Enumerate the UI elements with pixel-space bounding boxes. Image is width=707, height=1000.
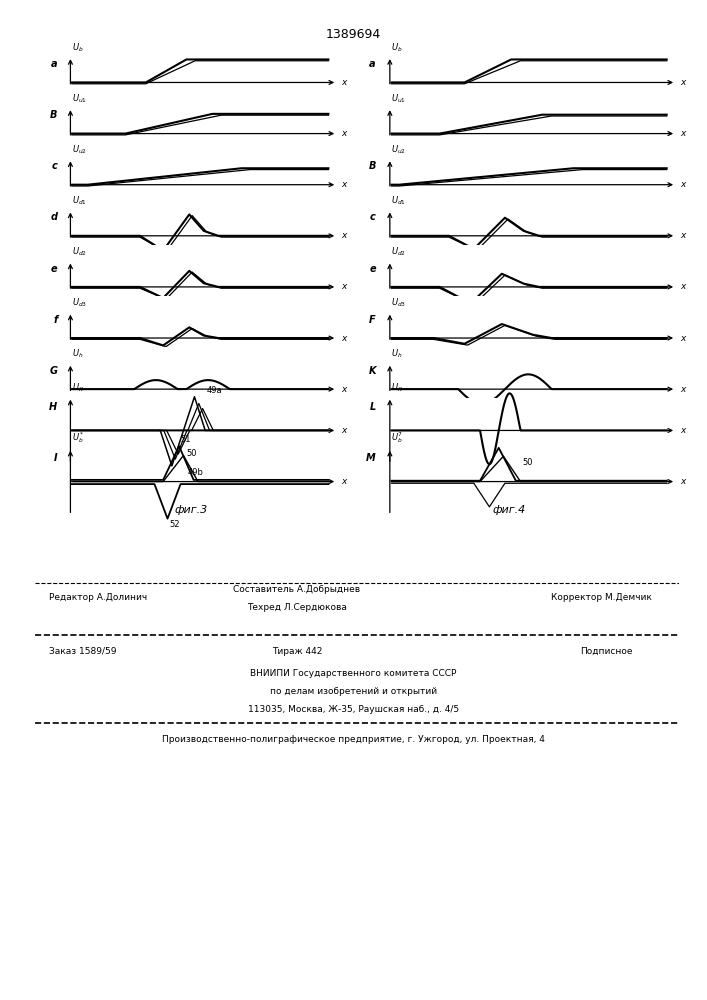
Text: x: x — [341, 477, 347, 486]
Text: x: x — [341, 334, 347, 343]
Text: фиг.4: фиг.4 — [492, 505, 526, 515]
Text: x: x — [341, 78, 347, 87]
Text: B: B — [50, 110, 57, 120]
Text: F: F — [369, 315, 376, 325]
Text: $U_K$: $U_K$ — [72, 382, 84, 394]
Text: $U_b$: $U_b$ — [392, 41, 403, 54]
Text: x: x — [341, 231, 347, 240]
Text: $U_{d1}$: $U_{d1}$ — [392, 195, 407, 207]
Text: $U_{u2}$: $U_{u2}$ — [72, 143, 87, 156]
Text: 52: 52 — [169, 520, 180, 529]
Text: 50: 50 — [522, 458, 532, 467]
Text: c: c — [52, 161, 57, 171]
Text: фиг.3: фиг.3 — [174, 505, 208, 515]
Text: d: d — [50, 212, 57, 222]
Text: x: x — [681, 426, 686, 435]
Text: Производственно-полиграфическое предприятие, г. Ужгород, ул. Проектная, 4: Производственно-полиграфическое предприя… — [162, 735, 545, 744]
Text: Техред Л.Сердюкова: Техред Л.Сердюкова — [247, 603, 347, 612]
Text: Тираж 442: Тираж 442 — [271, 647, 322, 656]
Text: $U_{d2}$: $U_{d2}$ — [72, 246, 87, 258]
Text: x: x — [681, 385, 686, 394]
Text: x: x — [681, 477, 686, 486]
Text: a: a — [51, 59, 57, 69]
Text: по делам изобретений и открытий: по делам изобретений и открытий — [270, 687, 437, 696]
Text: $U_K$: $U_K$ — [392, 382, 404, 394]
Text: Редактор А.Долинич: Редактор А.Долинич — [49, 593, 148, 602]
Text: $U_{d3}$: $U_{d3}$ — [72, 297, 87, 309]
Text: x: x — [341, 180, 347, 189]
Text: a: a — [369, 59, 376, 69]
Text: ВНИИПИ Государственного комитета СССР: ВНИИПИ Государственного комитета СССР — [250, 669, 457, 678]
Text: H: H — [49, 402, 57, 412]
Text: G: G — [49, 366, 57, 376]
Text: 113035, Москва, Ж-35, Раушская наб., д. 4/5: 113035, Москва, Ж-35, Раушская наб., д. … — [248, 705, 459, 714]
Text: Составитель А.Добрыднев: Составитель А.Добрыднев — [233, 585, 361, 594]
Text: 49b: 49b — [188, 468, 204, 477]
Text: $U_{u2}$: $U_{u2}$ — [392, 143, 407, 156]
Text: $U_{d3}$: $U_{d3}$ — [392, 297, 407, 309]
Text: B: B — [368, 161, 376, 171]
Text: f: f — [53, 315, 57, 325]
Text: I: I — [54, 453, 57, 463]
Text: $U_b^*$: $U_b^*$ — [72, 430, 85, 445]
Text: $U_h$: $U_h$ — [72, 348, 83, 360]
Text: $U_b^7$: $U_b^7$ — [392, 430, 404, 445]
Text: $U_{d1}$: $U_{d1}$ — [72, 195, 87, 207]
Text: x: x — [341, 426, 347, 435]
Text: $U_{d2}$: $U_{d2}$ — [392, 246, 407, 258]
Text: 51: 51 — [180, 435, 191, 444]
Text: 1389694: 1389694 — [326, 28, 381, 41]
Text: c: c — [370, 212, 376, 222]
Text: Корректор М.Демчик: Корректор М.Демчик — [551, 593, 651, 602]
Text: Заказ 1589/59: Заказ 1589/59 — [49, 647, 117, 656]
Text: x: x — [681, 78, 686, 87]
Text: $U_b$: $U_b$ — [72, 41, 83, 54]
Text: x: x — [681, 231, 686, 240]
Text: x: x — [341, 282, 347, 291]
Text: x: x — [681, 334, 686, 343]
Text: Подписное: Подписное — [580, 647, 632, 656]
Text: e: e — [369, 264, 376, 274]
Text: $U_{u1}$: $U_{u1}$ — [72, 92, 87, 105]
Text: x: x — [681, 180, 686, 189]
Text: $U_h$: $U_h$ — [392, 348, 403, 360]
Text: L: L — [370, 402, 376, 412]
Text: $U_{u1}$: $U_{u1}$ — [392, 92, 407, 105]
Text: 49a: 49a — [206, 386, 222, 395]
Text: M: M — [366, 453, 376, 463]
Text: x: x — [341, 129, 347, 138]
Text: x: x — [341, 385, 347, 394]
Text: K: K — [368, 366, 376, 376]
Text: x: x — [681, 282, 686, 291]
Text: 50: 50 — [187, 449, 197, 458]
Text: e: e — [51, 264, 57, 274]
Text: x: x — [681, 129, 686, 138]
